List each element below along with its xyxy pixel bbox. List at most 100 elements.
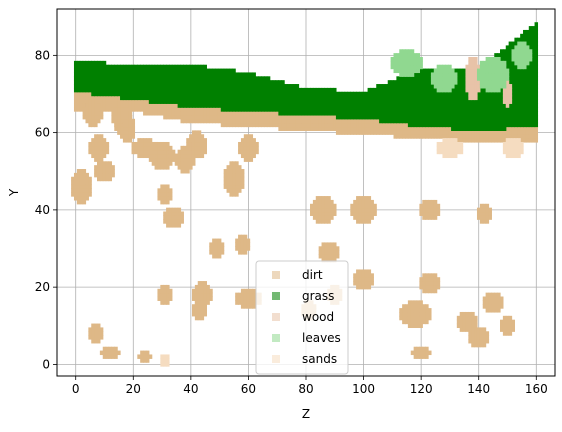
point-dirt-1902 [413, 315, 418, 321]
point-leaves-124 [482, 76, 487, 81]
point-grass-1524 [494, 107, 498, 112]
point-grass-74 [97, 60, 101, 66]
point-dirt-838 [500, 130, 504, 135]
point-dirt-900 [525, 134, 530, 139]
point-grass-416 [200, 84, 205, 89]
point-leaves-195 [514, 56, 518, 62]
point-dirt-457 [307, 126, 311, 131]
point-dirt-1980 [491, 300, 495, 305]
point-dirt-1081 [111, 169, 115, 174]
point-grass-442 [206, 68, 210, 74]
point-dirt-508 [341, 126, 346, 131]
point-grass-1677 [514, 80, 518, 85]
point-grass-332 [177, 68, 182, 74]
point-leaves-142 [488, 72, 492, 77]
point-grass-1647 [511, 111, 515, 116]
point-grass-69 [97, 80, 101, 85]
point-grass-585 [246, 80, 251, 85]
point-grass-791 [321, 111, 326, 116]
point-grass-1806 [528, 45, 533, 50]
point-grass-1509 [491, 91, 495, 97]
point-grass-1111 [419, 99, 423, 104]
point-grass-1232 [442, 95, 446, 101]
point-grass-960 [384, 103, 389, 108]
point-dirt-1089 [114, 111, 118, 116]
point-dirt-2075 [91, 327, 95, 332]
point-dirt-1146 [120, 130, 124, 135]
point-dirt-123 [117, 95, 121, 101]
point-grass-1692 [517, 111, 521, 116]
point-dirt-1884 [405, 308, 409, 313]
point-grass-1248 [445, 91, 449, 97]
point-grass-625 [258, 76, 262, 81]
point-grass-115 [111, 68, 115, 74]
point-dirt-269 [186, 107, 190, 112]
point-grass-1834 [531, 37, 536, 43]
point-dirt-1913 [416, 300, 421, 305]
point-sands-31 [456, 149, 461, 155]
point-dirt-1682 [430, 215, 435, 220]
point-dirt-880 [517, 130, 521, 135]
point-grass-643 [263, 76, 268, 81]
point-grass-1794 [528, 91, 533, 97]
point-dirt-1868 [166, 288, 170, 294]
point-dirt-1542 [315, 207, 320, 213]
point-wood-2 [465, 80, 469, 85]
point-grass-100 [105, 64, 110, 70]
point-dirt-535 [356, 118, 360, 124]
point-grass-718 [289, 84, 294, 89]
point-dirt-1560 [324, 219, 328, 224]
point-dirt-1488 [255, 141, 259, 147]
point-grass-1087 [413, 80, 418, 85]
point-grass-1309 [456, 99, 461, 104]
point-dirt-1414 [229, 188, 233, 193]
point-dirt-400 [263, 111, 268, 116]
point-grass-1035 [405, 118, 409, 124]
point-dirt-1482 [252, 149, 256, 155]
point-dirt-411 [272, 114, 277, 120]
point-dirt-1017 [88, 141, 92, 147]
point-grass-1058 [407, 84, 412, 89]
point-dirt-1474 [249, 157, 254, 162]
point-dirt-537 [358, 130, 363, 135]
point-grass-1097 [416, 95, 421, 101]
point-dirt-309 [206, 107, 210, 112]
point-dirt-906 [528, 138, 533, 143]
point-grass-762 [307, 87, 311, 93]
point-dirt-2008 [505, 315, 510, 321]
point-dirt-1054 [94, 165, 98, 170]
point-grass-1086 [413, 84, 418, 89]
point-dirt-1572 [327, 199, 331, 205]
point-wood-16 [468, 60, 472, 66]
point-leaves-156 [494, 87, 498, 93]
point-grass-825 [333, 87, 337, 93]
point-grass-1063 [410, 118, 415, 124]
point-dirt-1999 [502, 331, 507, 336]
point-dirt-996 [91, 111, 95, 116]
point-dirt-433 [289, 126, 294, 131]
point-dirt-1680 [428, 203, 432, 209]
point-grass-1863 [534, 26, 539, 31]
point-grass-727 [295, 111, 300, 116]
point-dirt-1906 [413, 300, 418, 305]
point-dirt-1396 [200, 141, 205, 147]
point-dirt-2066 [203, 311, 207, 317]
point-grass-837 [338, 99, 343, 104]
point-dirt-609 [399, 134, 403, 139]
point-dirt-1771 [433, 284, 438, 290]
point-grass-1813 [531, 118, 536, 124]
point-grass-348 [183, 91, 187, 97]
point-grass-480 [217, 76, 222, 81]
point-dirt-1953 [468, 323, 472, 329]
point-dirt-787 [479, 138, 484, 143]
point-dirt-398 [263, 118, 268, 124]
point-dirt-434 [289, 122, 294, 128]
x-tick-label-5: 100 [352, 382, 375, 396]
point-dirt-1818 [238, 300, 242, 305]
point-grass-345 [183, 103, 187, 108]
point-dirt-1258 [166, 219, 170, 224]
point-dirt-332 [220, 118, 225, 124]
point-dirt-1698 [479, 219, 484, 224]
point-grass-1657 [511, 72, 515, 77]
point-leaves-71 [436, 80, 441, 85]
